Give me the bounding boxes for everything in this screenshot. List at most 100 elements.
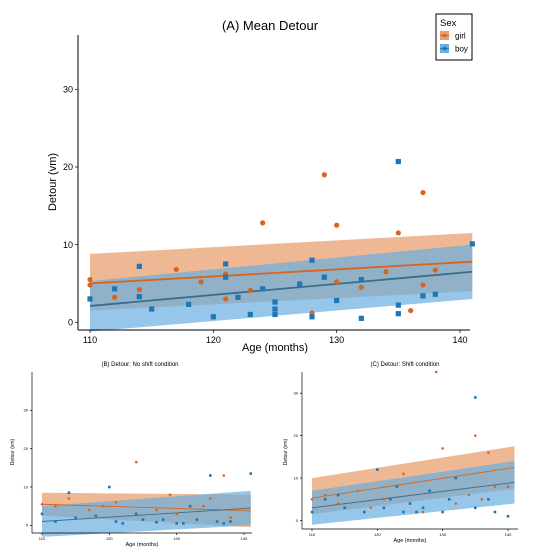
panel-b-boy-point — [175, 522, 178, 525]
panel-c-x-tick-label: 140 — [505, 532, 512, 537]
panel-b-title: (B) Detour: No shift condition — [101, 362, 178, 368]
panel-b-boy-ci-band — [42, 490, 251, 537]
panel-a: (A) Mean Detour 0 10 20 30 110 120 130 140 Age … — [47, 13, 475, 354]
panel-c-boy-point — [323, 497, 327, 501]
panel-a-y-tick-label: 20 — [63, 162, 73, 172]
panel-b-girl-point — [222, 474, 226, 477]
panel-c-y-tick-label: 0 — [296, 518, 299, 523]
panel-a-girl-point — [260, 220, 266, 226]
panel-b-girl-point — [67, 497, 71, 500]
panel-b-boy-point — [222, 522, 226, 525]
panel-c-girl-point — [310, 497, 314, 501]
panel-b-girl-point — [134, 460, 138, 464]
panel-a-boy-point — [469, 241, 475, 247]
panel-a-girl-point — [321, 172, 327, 178]
panel-a-boy-point — [136, 263, 142, 269]
panel-a-boy-point — [321, 274, 327, 280]
panel-c-boy-point — [415, 510, 418, 514]
panel-b-girl-point — [101, 504, 104, 508]
panel-b-y-tick-label: 0 — [26, 523, 29, 528]
panel-b-boy-point — [134, 512, 138, 516]
panel-c-y-label: Detour (vm) — [283, 438, 289, 465]
panel-a-x-tick-label: 140 — [452, 335, 467, 345]
panel-a-plot: 0 10 20 30 110 120 130 140 — [63, 84, 475, 345]
panel-a-boy-point — [136, 294, 142, 300]
panel-b-boy-point — [40, 512, 44, 516]
panel-b-boy-point — [141, 518, 145, 521]
panel-a-girl-point — [432, 267, 438, 273]
panel-c-girl-point — [487, 451, 490, 454]
panel-a-girl-point — [173, 266, 179, 273]
panel-b-boy-point — [54, 520, 57, 523]
panel-b-boy-point — [121, 522, 125, 525]
panel-c-boy-point — [376, 468, 379, 471]
panel-c-x-label: Age (months) — [393, 538, 426, 544]
legend-girl-label: girl — [455, 32, 466, 41]
panel-b-boy-point — [67, 491, 71, 495]
panel-c-boy-point — [336, 493, 340, 497]
panel-b-boy-fit-line — [41, 507, 251, 522]
panel-b-boy-point — [249, 472, 253, 475]
panel-b-girl-point — [175, 512, 178, 516]
panel-a-girl-point — [198, 279, 204, 285]
panel-a-boy-point — [223, 261, 229, 267]
panel-c-boy-point — [382, 506, 386, 510]
panel-c-boy-point — [362, 510, 366, 514]
panel-a-boy-point — [210, 314, 216, 320]
panel-c-x-tick-label: 110 — [309, 532, 316, 537]
panel-b-girl-point — [114, 501, 118, 504]
panel-b-boy-point — [188, 504, 192, 508]
panel-a-girl-point — [136, 287, 142, 293]
panel-a-boy-point — [309, 257, 315, 263]
panel-a-boy-point — [395, 158, 401, 165]
panel-a-girl-point — [334, 222, 340, 228]
panel-b-boy-point — [94, 514, 98, 518]
panel-a-boy-point — [395, 311, 401, 317]
panel-c: (C) Detour: Shift condition 0 10 20 30 110 12… — [283, 362, 518, 544]
panel-a-boy-point — [272, 311, 278, 318]
panel-a-title: (A) Mean Detour — [222, 18, 319, 33]
panel-b-girl-point — [87, 508, 91, 512]
panel-b-x-label: Age (months) — [125, 542, 158, 548]
panel-b-boy-point — [195, 518, 199, 521]
panel-b-boy-point — [161, 518, 165, 521]
panel-c-girl-point — [382, 497, 386, 501]
panel-a-girl-point — [383, 269, 389, 275]
panel-a-boy-point — [420, 293, 426, 299]
panel-c-boy-point — [493, 510, 497, 514]
legend-boy-marker — [442, 46, 447, 51]
panel-b-girl-point — [40, 502, 44, 506]
panel-b: (B) Detour: No shift condition 0 10 20 30 11… — [10, 362, 253, 548]
panel-a-girl-point — [408, 307, 414, 314]
panel-a-boy-point — [358, 315, 364, 321]
panel-a-girl-point — [112, 294, 118, 300]
panel-a-boy-point — [247, 311, 253, 318]
panel-c-title: (C) Detour: Shift condition — [370, 362, 439, 368]
panel-c-boy-fit-line — [311, 481, 515, 509]
panel-c-girl-point — [454, 502, 458, 505]
panel-a-girl-point — [247, 287, 253, 294]
panel-b-girl-point — [229, 516, 232, 519]
panel-c-girl-point — [402, 472, 405, 476]
panel-a-boy-point — [112, 286, 118, 292]
panel-b-boy-point — [114, 520, 118, 523]
panel-a-boy-point — [223, 274, 229, 280]
panel-a-girl-point — [87, 276, 93, 283]
panel-c-girl-point — [434, 370, 438, 374]
panel-b-boy-point — [108, 485, 111, 489]
panel-a-boy-fit-line — [89, 270, 473, 307]
panel-c-boy-point — [428, 489, 431, 493]
panel-a-girl-fit-line — [89, 260, 473, 285]
panel-b-boy-point — [74, 516, 77, 519]
panel-a-y-label: Detour (vm) — [47, 153, 59, 211]
panel-c-y-tick-label: 30 — [294, 391, 299, 396]
legend-title: Sex — [440, 18, 457, 29]
panel-c-girl-point — [506, 485, 510, 488]
panel-c-girl-point — [441, 447, 444, 450]
panel-c-girl-point — [369, 506, 373, 510]
panel-b-y-tick-label: 20 — [24, 446, 29, 451]
panel-a-boy-point — [87, 296, 93, 302]
panel-a-girl-point — [87, 282, 93, 288]
panel-a-x-label: Age (months) — [242, 342, 308, 354]
panel-a-boy-point — [297, 281, 303, 287]
